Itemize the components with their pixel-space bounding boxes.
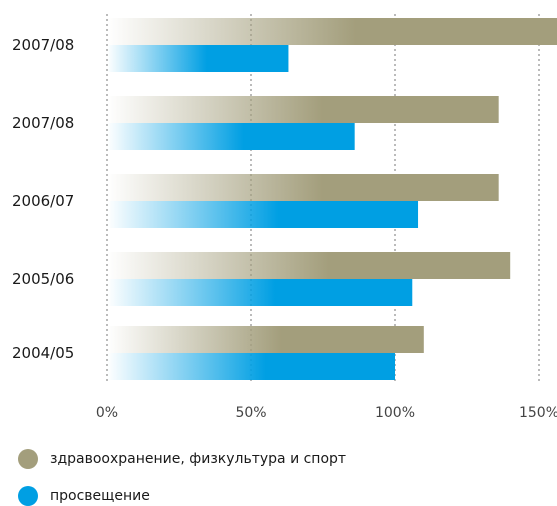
legend-item-education: просвещение	[18, 486, 150, 506]
category-label-2: 2006/07	[12, 192, 74, 210]
x-axis-ticks: 0% 50% 100% 150%	[96, 405, 557, 421]
category-label-4: 2004/05	[12, 344, 74, 362]
category-label-3: 2005/06	[12, 270, 74, 288]
category-label-1: 2007/08	[12, 114, 74, 132]
x-tick-label-0: 0%	[96, 405, 118, 421]
bar-0-2	[107, 174, 499, 201]
bar-1-0	[107, 45, 288, 72]
category-labels: 2007/08 2007/08 2006/07 2005/06 2004/05	[12, 36, 74, 362]
health-legend-label: здравоохранение, физкультура и спорт	[50, 451, 346, 467]
bar-1-2	[107, 201, 418, 228]
education-legend-swatch	[18, 486, 38, 506]
bar-1-1	[107, 123, 355, 150]
bar-1-3	[107, 279, 412, 306]
bar-1-4	[107, 353, 395, 380]
x-tick-label-3: 150%	[519, 405, 557, 421]
health-legend-swatch	[18, 449, 38, 469]
category-label-0: 2007/08	[12, 36, 74, 54]
bar-chart: 2007/08 2007/08 2006/07 2005/06 2004/05 0% 50…	[0, 0, 557, 430]
x-tick-label-2: 100%	[375, 405, 415, 421]
bar-0-3	[107, 252, 510, 279]
bar-0-4	[107, 326, 424, 353]
x-tick-label-1: 50%	[235, 405, 266, 421]
bars	[107, 18, 557, 380]
bar-0-0	[107, 18, 557, 45]
education-legend-label: просвещение	[50, 488, 150, 504]
legend-item-health: здравоохранение, физкультура и спорт	[18, 449, 346, 469]
bar-0-1	[107, 96, 499, 123]
